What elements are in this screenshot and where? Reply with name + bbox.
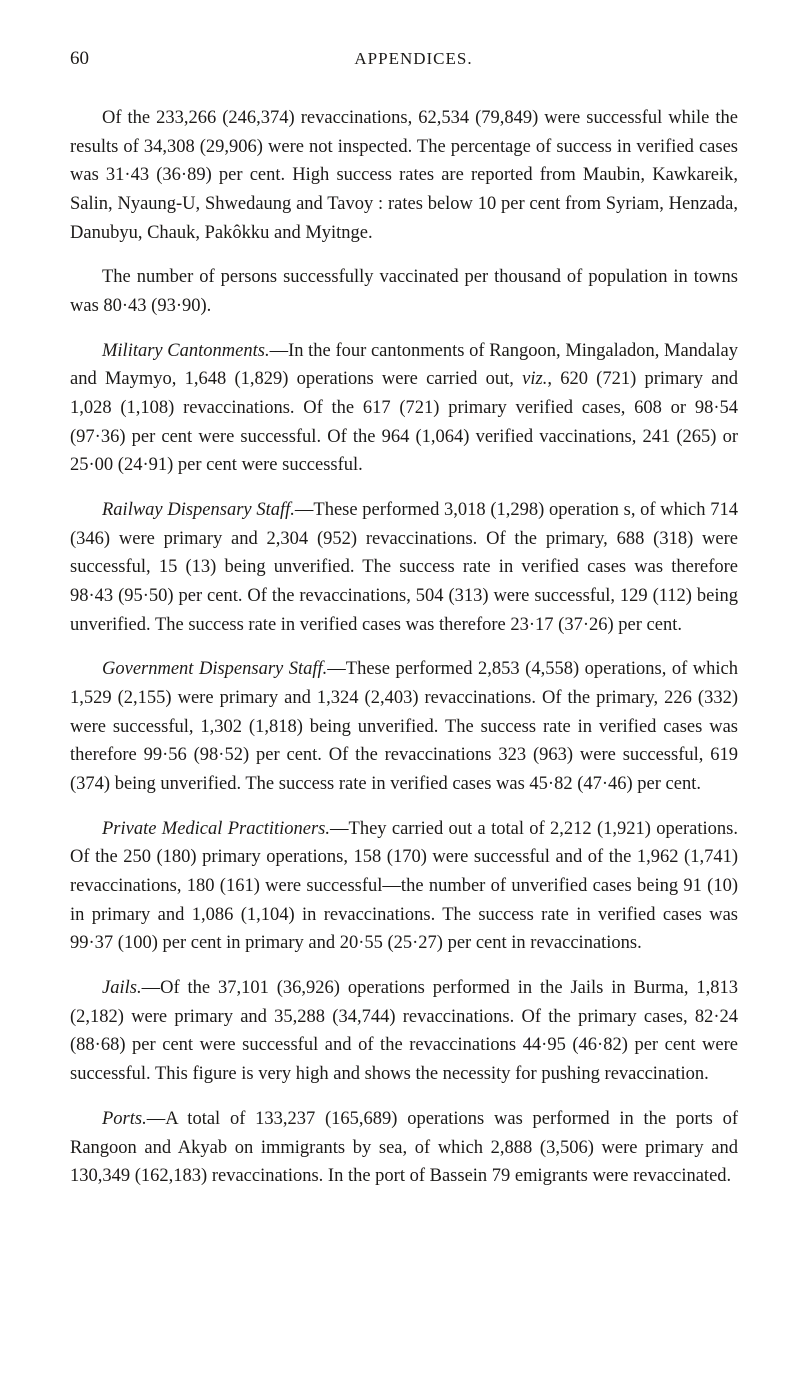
page: 60 APPENDICES. Of the 233,266 (246,374) … xyxy=(0,0,800,1388)
page-number: 60 xyxy=(70,48,89,70)
paragraph-private-practitioners: Private Medical Practitioners.—They carr… xyxy=(70,815,738,958)
section-lead-private: Private Medical Practitioners. xyxy=(102,819,330,839)
section-body-jails: —Of the 37,101 (36,926) operations perfo… xyxy=(70,978,738,1084)
page-header: 60 APPENDICES. xyxy=(70,48,738,70)
page-title: APPENDICES. xyxy=(89,49,738,69)
section-body-government: —These performed 2,853 (4,558) operation… xyxy=(70,659,738,794)
paragraph-government-dispensary: Government Dispensary Staff.—These perfo… xyxy=(70,655,738,798)
section-lead-government: Government Dispensary Staff. xyxy=(102,659,327,679)
paragraph-ports: Ports.—A total of 133,237 (165,689) oper… xyxy=(70,1105,738,1191)
paragraph-intro-1: Of the 233,266 (246,374) revaccinations,… xyxy=(70,104,738,247)
section-body-ports: —A total of 133,237 (165,689) operations… xyxy=(70,1109,738,1186)
section-lead-military: Military Cantonments. xyxy=(102,341,270,361)
paragraph-railway-dispensary: Railway Dispensary Staff.—These performe… xyxy=(70,496,738,639)
section-lead-railway: Railway Dispensary Staff. xyxy=(102,500,295,520)
section-lead-ports: Ports. xyxy=(102,1109,147,1129)
section-body-railway: —These performed 3,018 (1,298) operation… xyxy=(70,500,738,635)
viz-italic: viz. xyxy=(522,369,547,389)
section-lead-jails: Jails. xyxy=(102,978,142,998)
paragraph-military-cantonments: Military Cantonments.—In the four canton… xyxy=(70,337,738,480)
paragraph-jails: Jails.—Of the 37,101 (36,926) operations… xyxy=(70,974,738,1089)
paragraph-intro-2: The number of persons successfully vacci… xyxy=(70,263,738,320)
